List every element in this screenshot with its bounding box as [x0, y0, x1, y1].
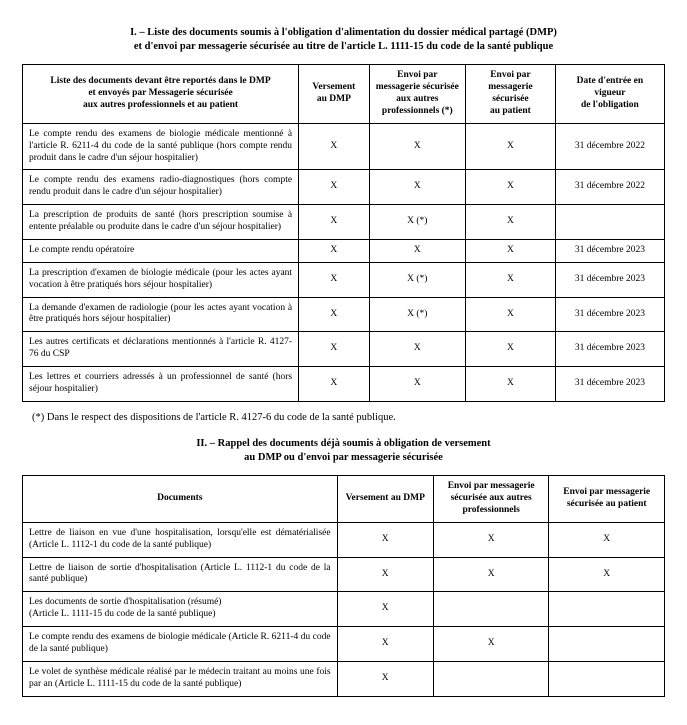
- table-row: Le compte rendu des examens radio-diagno…: [23, 170, 665, 205]
- table-row: Le compte rendu des examens de biologie …: [23, 123, 665, 170]
- col-header-versement: Versementau DMP: [299, 65, 370, 124]
- section2-heading-line1: II. – Rappel des documents déjà soumis à…: [196, 438, 490, 449]
- table-row: Les autres certificats et déclarations m…: [23, 332, 665, 367]
- table-section1: Liste des documents devant être reportés…: [22, 64, 665, 402]
- cell-desc: Lettre de liaison en vue d'une hospitali…: [23, 522, 338, 557]
- cell-envoi-pros: X (*): [369, 205, 465, 240]
- cell-envoi-pros: X: [369, 332, 465, 367]
- cell-envoi-pros: X: [369, 367, 465, 402]
- cell-desc: Le compte rendu des examens radio-diagno…: [23, 170, 299, 205]
- col-header-envoi-pros: Envoi par messageriesécurisée aux autres…: [433, 476, 549, 523]
- table-row: Les lettres et courriers adressés à un p…: [23, 367, 665, 402]
- section2-heading-line2: au DMP ou d'envoi par messagerie sécuris…: [244, 452, 443, 463]
- cell-date: 31 décembre 2023: [555, 262, 664, 297]
- cell-date: 31 décembre 2023: [555, 367, 664, 402]
- cell-desc: La demande d'examen de radiologie (pour …: [23, 297, 299, 332]
- cell-versement: X: [299, 123, 370, 170]
- cell-date: 31 décembre 2022: [555, 123, 664, 170]
- table-header-row: Liste des documents devant être reportés…: [23, 65, 665, 124]
- table-row: Le compte rendu opératoireXXX31 décembre…: [23, 239, 665, 262]
- table-row: Lettre de liaison de sortie d'hospitalis…: [23, 557, 665, 592]
- cell-envoi-pros: X: [369, 123, 465, 170]
- cell-date: [555, 205, 664, 240]
- col-header-documents: Documents: [23, 476, 338, 523]
- cell-versement: X: [299, 297, 370, 332]
- table-row: Les documents de sortie d'hospitalisatio…: [23, 592, 665, 627]
- cell-envoi-pros: X: [433, 522, 549, 557]
- cell-versement: X: [337, 522, 433, 557]
- col-header-versement: Versement au DMP: [337, 476, 433, 523]
- table-row: Le compte rendu des examens de biologie …: [23, 627, 665, 662]
- cell-desc: La prescription d'examen de biologie méd…: [23, 262, 299, 297]
- cell-desc: Les autres certificats et déclarations m…: [23, 332, 299, 367]
- cell-date: 31 décembre 2023: [555, 239, 664, 262]
- cell-versement: X: [337, 661, 433, 696]
- cell-envoi-patient: X: [465, 262, 555, 297]
- cell-versement: X: [299, 332, 370, 367]
- cell-versement: X: [299, 262, 370, 297]
- table-row: La demande d'examen de radiologie (pour …: [23, 297, 665, 332]
- cell-envoi-pros: X (*): [369, 297, 465, 332]
- cell-envoi-pros: X: [433, 627, 549, 662]
- cell-envoi-patient: X: [465, 239, 555, 262]
- cell-envoi-pros: X (*): [369, 262, 465, 297]
- cell-envoi-patient: X: [549, 522, 665, 557]
- cell-desc: Le compte rendu des examens de biologie …: [23, 627, 338, 662]
- cell-envoi-patient: [549, 661, 665, 696]
- cell-desc: Les documents de sortie d'hospitalisatio…: [23, 592, 338, 627]
- cell-versement: X: [337, 592, 433, 627]
- section1-heading: I. – Liste des documents soumis à l'obli…: [22, 26, 665, 54]
- cell-desc: Le compte rendu opératoire: [23, 239, 299, 262]
- col-header-envoi-patient: Envoi par messageriesécurisée au patient: [549, 476, 665, 523]
- cell-envoi-patient: X: [465, 367, 555, 402]
- cell-date: 31 décembre 2023: [555, 297, 664, 332]
- cell-envoi-patient: X: [465, 332, 555, 367]
- section1-heading-line1: I. – Liste des documents soumis à l'obli…: [130, 27, 557, 38]
- section2-heading: II. – Rappel des documents déjà soumis à…: [22, 437, 665, 465]
- cell-envoi-patient: [549, 627, 665, 662]
- cell-envoi-patient: X: [465, 170, 555, 205]
- cell-envoi-pros: X: [369, 170, 465, 205]
- cell-envoi-pros: [433, 592, 549, 627]
- cell-desc: Lettre de liaison de sortie d'hospitalis…: [23, 557, 338, 592]
- cell-desc: Les lettres et courriers adressés à un p…: [23, 367, 299, 402]
- cell-versement: X: [299, 239, 370, 262]
- cell-envoi-patient: X: [465, 297, 555, 332]
- cell-date: 31 décembre 2022: [555, 170, 664, 205]
- cell-desc: Le compte rendu des examens de biologie …: [23, 123, 299, 170]
- cell-envoi-patient: X: [549, 557, 665, 592]
- table-header-row: Documents Versement au DMP Envoi par mes…: [23, 476, 665, 523]
- cell-desc: La prescription de produits de santé (ho…: [23, 205, 299, 240]
- cell-versement: X: [337, 557, 433, 592]
- table-row: La prescription de produits de santé (ho…: [23, 205, 665, 240]
- col-header-envoi-pros: Envoi parmessagerie sécuriséeaux autresp…: [369, 65, 465, 124]
- cell-versement: X: [337, 627, 433, 662]
- table-section2: Documents Versement au DMP Envoi par mes…: [22, 475, 665, 696]
- cell-envoi-pros: [433, 661, 549, 696]
- cell-envoi-patient: X: [465, 205, 555, 240]
- col-header-date: Date d'entrée envigueurde l'obligation: [555, 65, 664, 124]
- cell-envoi-patient: [549, 592, 665, 627]
- table-row: Lettre de liaison en vue d'une hospitali…: [23, 522, 665, 557]
- cell-desc: Le volet de synthèse médicale réalisé pa…: [23, 661, 338, 696]
- table-row: La prescription d'examen de biologie méd…: [23, 262, 665, 297]
- cell-versement: X: [299, 205, 370, 240]
- cell-versement: X: [299, 170, 370, 205]
- table-row: Le volet de synthèse médicale réalisé pa…: [23, 661, 665, 696]
- cell-envoi-patient: X: [465, 123, 555, 170]
- col-header-envoi-patient: Envoi parmessagerie sécuriséeau patient: [465, 65, 555, 124]
- col-header-documents: Liste des documents devant être reportés…: [23, 65, 299, 124]
- footnote: (*) Dans le respect des dispositions de …: [32, 412, 665, 423]
- cell-envoi-pros: X: [369, 239, 465, 262]
- section1-heading-line2: et d'envoi par messagerie sécurisée au t…: [134, 41, 553, 52]
- cell-versement: X: [299, 367, 370, 402]
- cell-date: 31 décembre 2023: [555, 332, 664, 367]
- cell-envoi-pros: X: [433, 557, 549, 592]
